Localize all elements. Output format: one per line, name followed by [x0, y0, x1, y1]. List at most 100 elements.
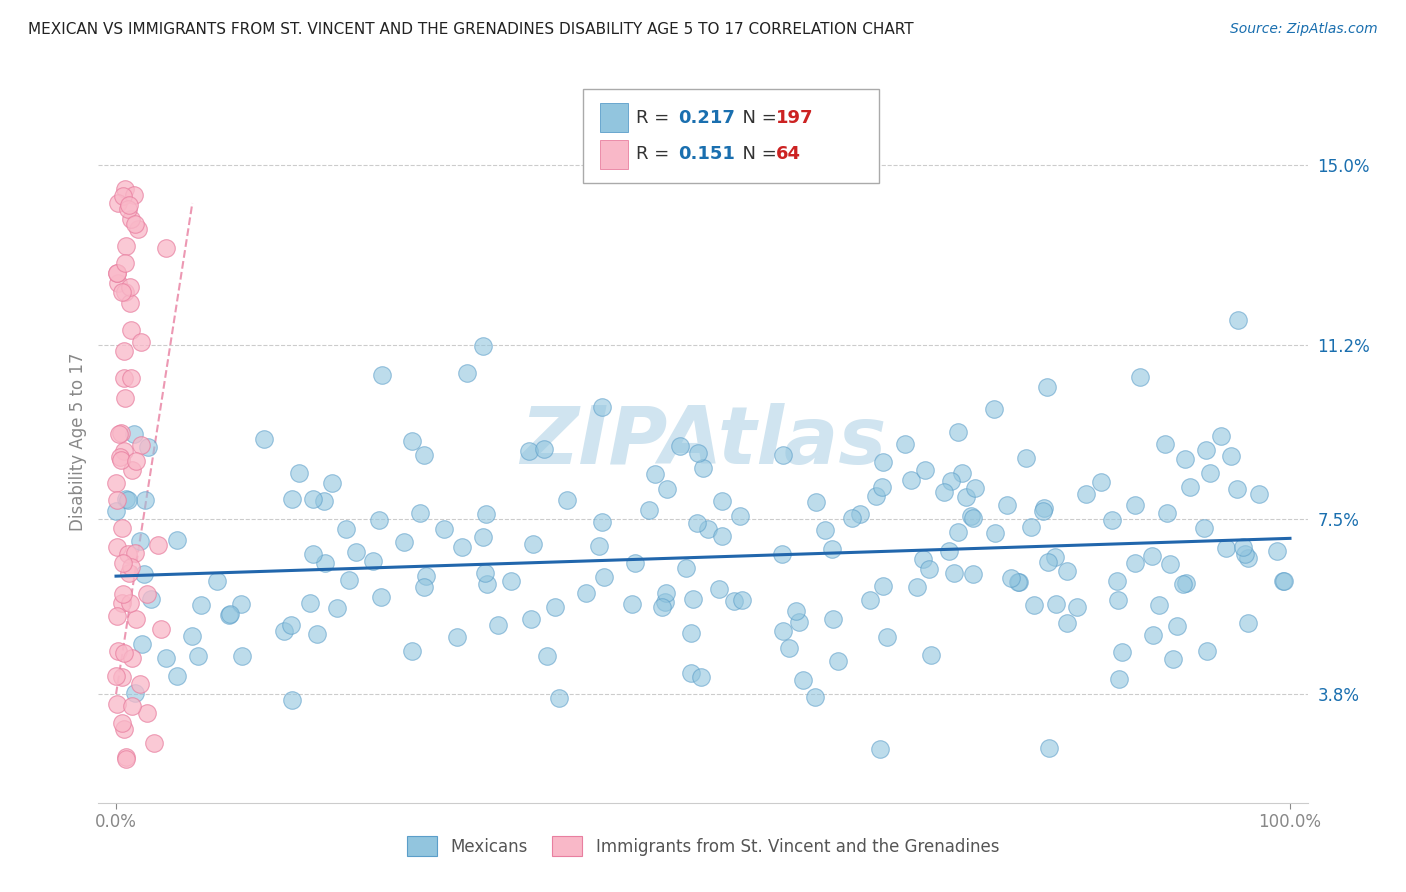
Point [472, 339, 495, 353]
Point [231, 649, 253, 664]
Point [367, 513, 389, 527]
Point [1014, 451, 1036, 466]
Point [849, 507, 872, 521]
Point [679, 666, 702, 681]
Point [337, 573, 360, 587]
Point [823, 611, 845, 625]
Point [939, 474, 962, 488]
Point [314, 556, 336, 570]
Point [131, 438, 153, 452]
Point [107, 427, 129, 442]
Point [115, 750, 138, 764]
Point [1142, 628, 1164, 642]
Point [872, 455, 894, 469]
Point [112, 443, 135, 458]
Point [134, 493, 156, 508]
Point [893, 436, 915, 450]
Point [105, 492, 128, 507]
Point [105, 541, 128, 555]
Point [820, 541, 842, 556]
Point [110, 450, 132, 464]
Point [686, 516, 709, 531]
Point [117, 547, 139, 561]
Point [474, 566, 496, 581]
Point [117, 202, 139, 217]
Point [114, 182, 136, 196]
Point [111, 587, 134, 601]
Text: 64: 64 [776, 145, 801, 163]
Text: N =: N = [731, 109, 783, 127]
Point [1076, 487, 1098, 501]
Point [1007, 575, 1029, 590]
Point [588, 539, 610, 553]
Point [1038, 740, 1060, 755]
Point [1107, 592, 1129, 607]
Point [1215, 541, 1237, 555]
Point [114, 285, 136, 299]
Point [655, 482, 678, 496]
Point [499, 574, 522, 589]
Point [111, 596, 134, 610]
Point [1174, 575, 1197, 590]
Text: Source: ZipAtlas.com: Source: ZipAtlas.com [1230, 22, 1378, 37]
Point [325, 600, 347, 615]
Point [962, 510, 984, 524]
Point [155, 651, 177, 665]
Point [120, 323, 142, 337]
Point [1192, 521, 1215, 535]
Point [1153, 436, 1175, 450]
Point [107, 195, 129, 210]
Point [785, 604, 807, 618]
Point [409, 506, 432, 520]
Point [132, 567, 155, 582]
Point [1111, 645, 1133, 659]
Text: 0.217: 0.217 [678, 109, 734, 127]
Point [115, 492, 138, 507]
Point [301, 492, 323, 507]
Point [1159, 557, 1181, 571]
Point [110, 670, 132, 684]
Point [229, 597, 252, 611]
Point [143, 736, 166, 750]
Text: R =: R = [636, 109, 675, 127]
Point [963, 481, 986, 495]
Point [117, 492, 139, 507]
Point [1180, 480, 1202, 494]
Point [253, 432, 276, 446]
Point [692, 461, 714, 475]
Point [446, 630, 468, 644]
Point [591, 515, 613, 529]
Point [112, 188, 135, 202]
Point [814, 523, 837, 537]
Point [804, 495, 827, 509]
Point [166, 533, 188, 548]
Point [112, 371, 135, 385]
Point [841, 511, 863, 525]
Point [114, 391, 136, 405]
Point [1140, 549, 1163, 563]
Point [135, 706, 157, 720]
Point [105, 608, 128, 623]
Point [218, 607, 240, 622]
Point [1220, 450, 1243, 464]
Point [107, 644, 129, 658]
Point [1066, 599, 1088, 614]
Point [136, 587, 159, 601]
Point [624, 557, 647, 571]
Point [114, 256, 136, 270]
Point [180, 629, 202, 643]
Point [710, 529, 733, 543]
Point [124, 454, 146, 468]
Point [273, 624, 295, 638]
Point [1038, 556, 1060, 570]
Point [415, 568, 437, 582]
Point [1195, 442, 1218, 457]
Y-axis label: Disability Age 5 to 17: Disability Age 5 to 17 [69, 352, 87, 531]
Point [1161, 652, 1184, 666]
Point [121, 651, 143, 665]
Point [1265, 544, 1288, 558]
Point [105, 669, 128, 683]
Point [110, 425, 132, 440]
Point [943, 566, 966, 581]
Point [1226, 483, 1249, 497]
